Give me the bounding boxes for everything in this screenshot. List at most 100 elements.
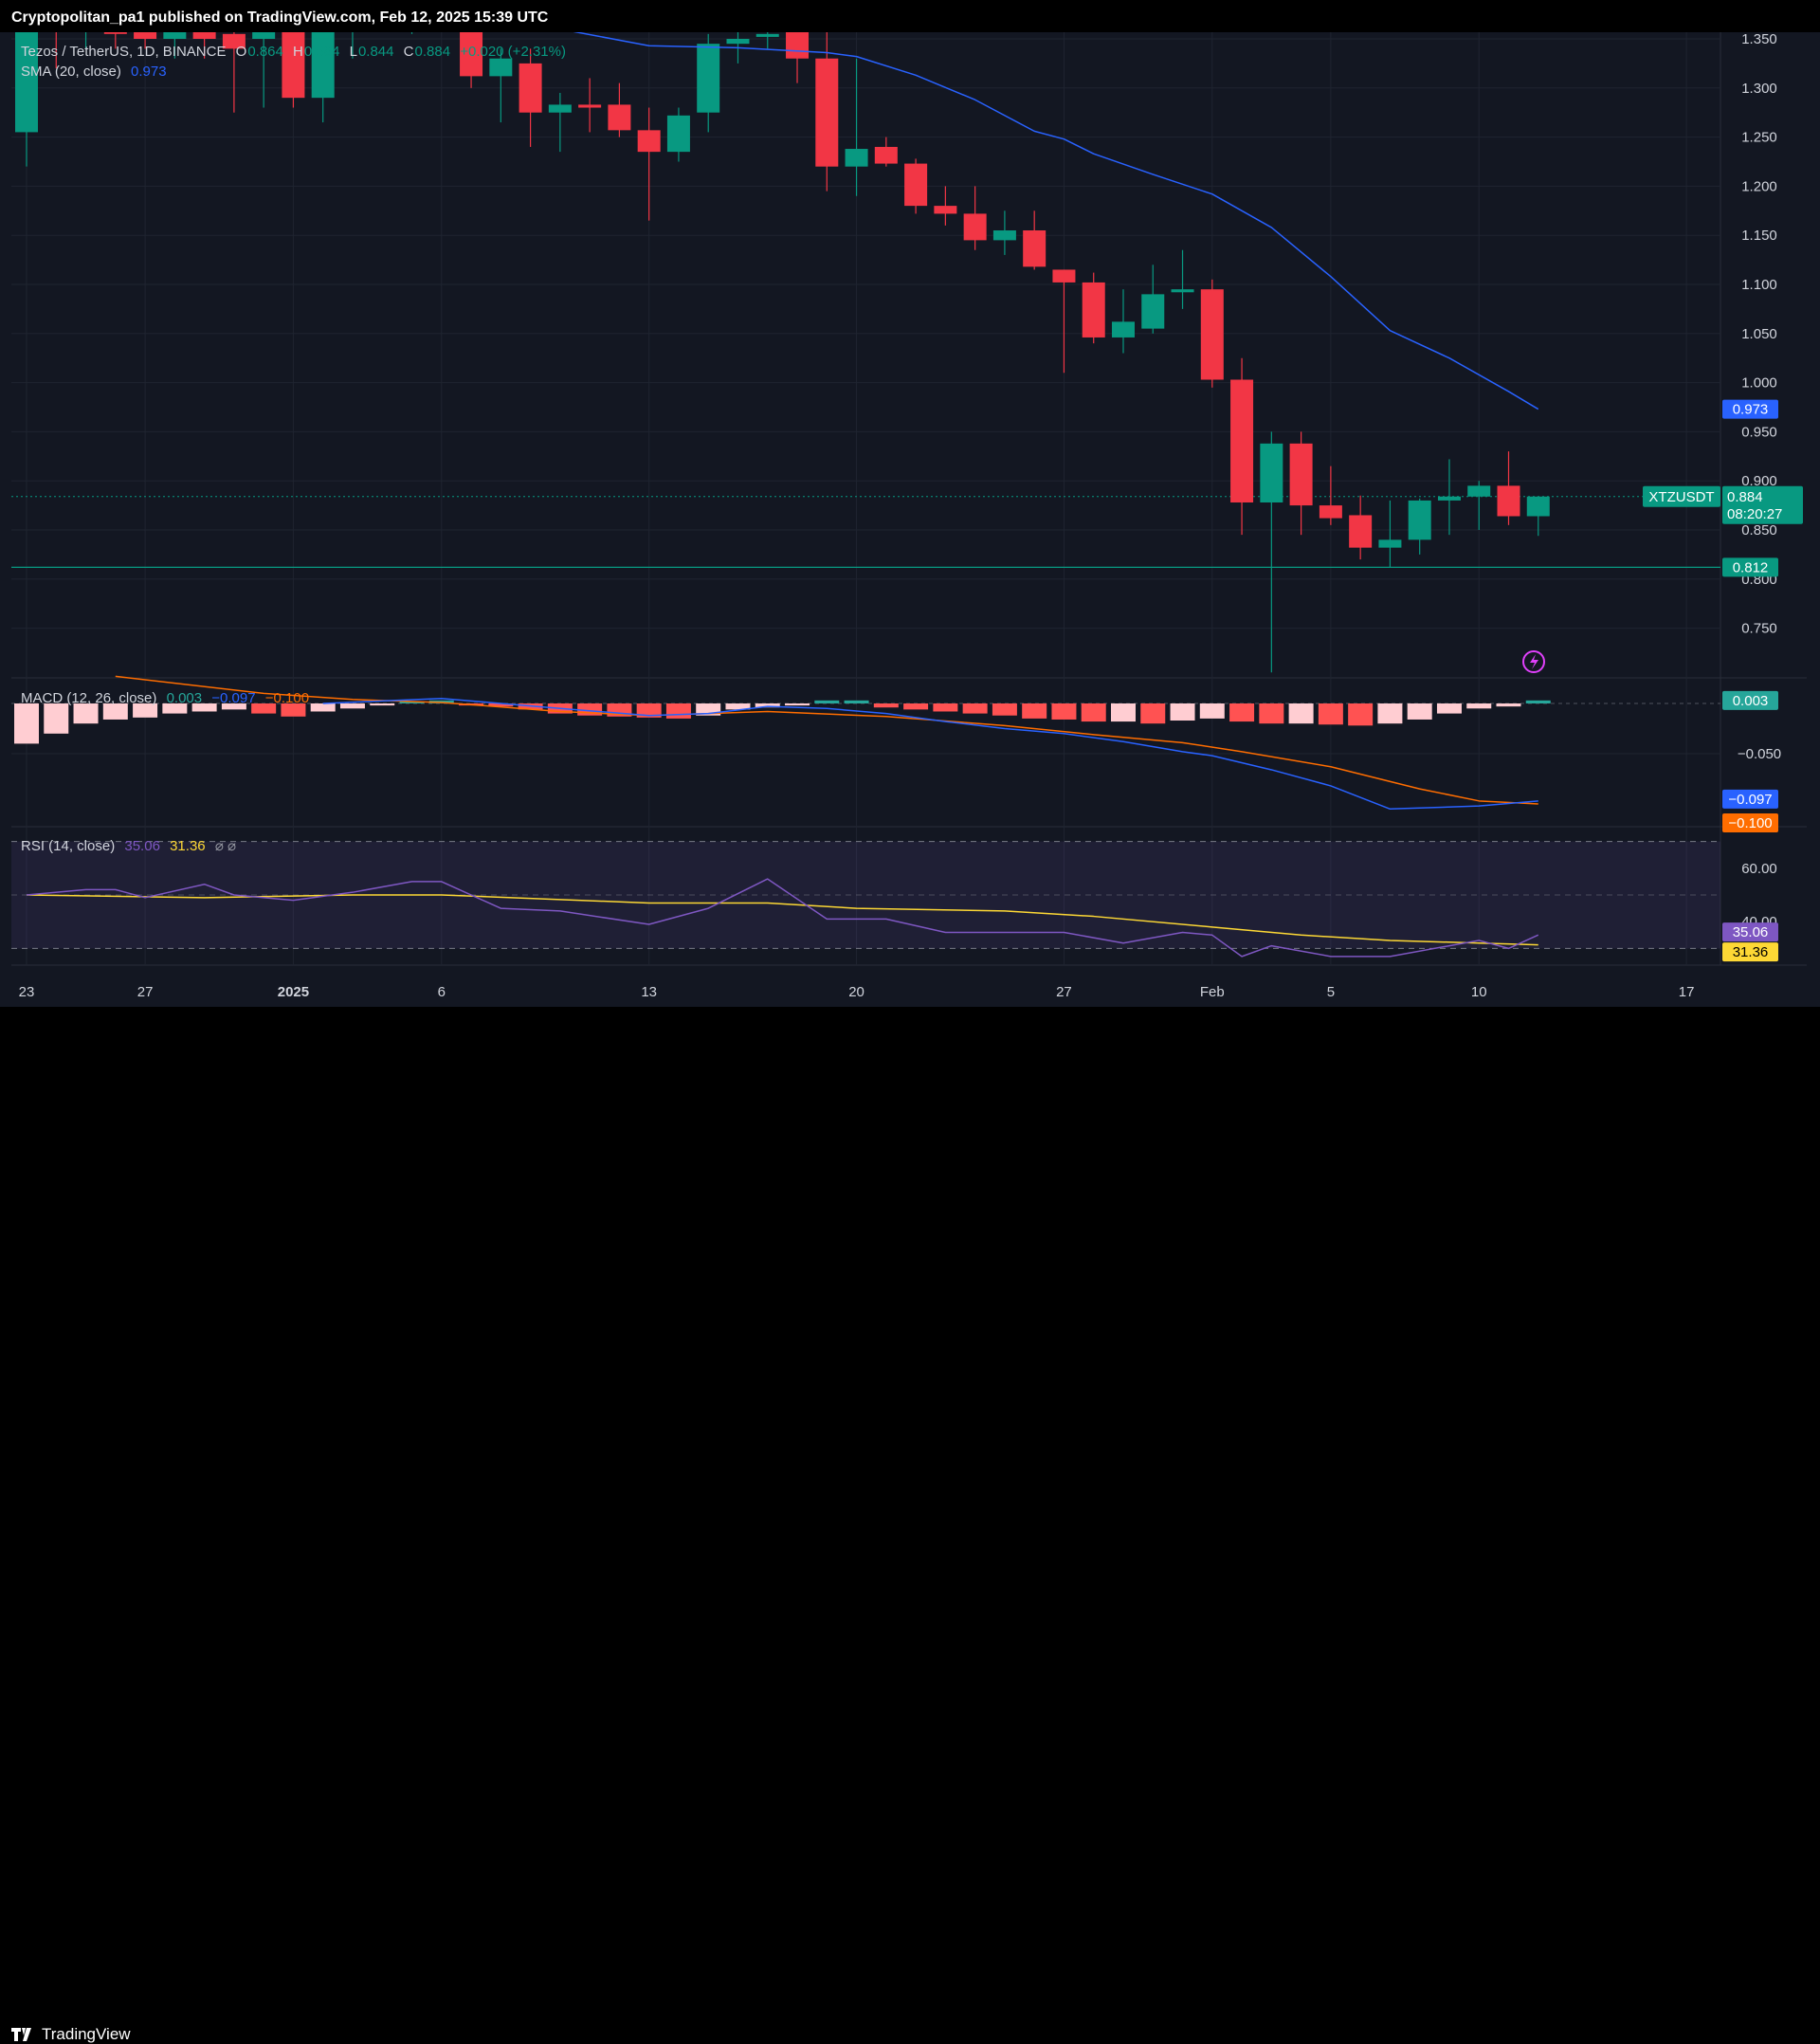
- signal-badge: −0.100: [1728, 815, 1772, 831]
- candle-body: [1319, 505, 1342, 519]
- open-value: 0.864: [247, 44, 283, 60]
- candle-body: [963, 213, 987, 241]
- price-plot-area: [11, 32, 1720, 673]
- candle-body: [134, 32, 157, 39]
- candle-body: [1349, 515, 1373, 548]
- lightning-icon[interactable]: [1522, 650, 1545, 673]
- rsi-y-tick-label: 60.00: [1741, 861, 1777, 877]
- macd-histogram-bar: [14, 703, 39, 744]
- candle-body: [489, 58, 513, 77]
- macd-label: MACD (12, 26, close): [21, 690, 157, 706]
- rsi-badge: 35.06: [1733, 924, 1769, 940]
- macd-histogram-bar: [102, 703, 128, 720]
- macd-histogram-bar: [636, 703, 662, 718]
- candle-body: [755, 33, 779, 37]
- candle-body: [282, 32, 305, 99]
- candle-body: [519, 63, 542, 113]
- macd-histogram-bar: [1140, 703, 1166, 724]
- macd-histogram-bar: [1199, 703, 1225, 719]
- sma-line: [573, 32, 1539, 411]
- rsi-label: RSI (14, close): [21, 838, 116, 854]
- candle-body: [578, 104, 602, 108]
- tradingview-logo[interactable]: TradingView: [11, 2025, 131, 2044]
- macd-legend: MACD (12, 26, close) 0.003 −0.097 −0.100: [21, 690, 315, 706]
- sma-price-badge: 0.973: [1733, 402, 1769, 418]
- y-tick-label: 0.900: [1741, 473, 1777, 489]
- candle-body: [103, 32, 127, 34]
- macd-histogram-bar: [992, 703, 1017, 716]
- signal-value: −0.100: [264, 690, 310, 706]
- macd-histogram-bar: [1051, 703, 1077, 720]
- macd-histogram-bar: [1170, 703, 1195, 721]
- hline-price-badge: 0.812: [1733, 559, 1769, 575]
- macd-histogram-bar: [399, 701, 425, 703]
- y-tick-label: 1.200: [1741, 178, 1777, 194]
- sma-legend: SMA (20, close) 0.973: [21, 64, 173, 80]
- x-tick-label: 5: [1327, 984, 1335, 1000]
- macd-histogram-bar: [251, 703, 277, 714]
- x-tick-label: 27: [137, 984, 154, 1000]
- macd-histogram-bar: [1110, 703, 1136, 722]
- high-label: H: [293, 44, 303, 60]
- candle-body: [815, 58, 839, 167]
- price-pane: [11, 32, 1720, 673]
- signal-badge-bg: [1722, 813, 1778, 832]
- candle-body: [1260, 443, 1283, 502]
- candle-body: [1200, 289, 1224, 380]
- candle-body: [726, 39, 750, 45]
- rsi-pane: [11, 841, 1720, 958]
- candle-body: [608, 104, 631, 131]
- x-tick-label: 10: [1471, 984, 1487, 1000]
- macd-histogram-bar: [1259, 703, 1284, 724]
- candle-body: [1230, 379, 1254, 502]
- candle-body: [1526, 496, 1550, 517]
- macd-histogram-bar: [903, 703, 929, 710]
- x-tick-label: 2025: [278, 984, 309, 1000]
- candle-body: [992, 230, 1016, 241]
- y-tick-label: 1.050: [1741, 326, 1777, 342]
- candle-body: [192, 32, 216, 39]
- close-value: 0.884: [414, 44, 451, 60]
- macd-histogram-bar: [844, 700, 869, 703]
- candle-body: [845, 149, 868, 167]
- macd-badge-bg: [1722, 789, 1778, 809]
- sma-price-badge-bg: [1722, 399, 1778, 419]
- macd-histogram-bar: [1081, 703, 1106, 722]
- candle-body: [1023, 230, 1046, 267]
- candle-body: [666, 115, 690, 153]
- candle-body: [548, 104, 572, 113]
- macd-histogram-bar: [221, 703, 246, 710]
- macd-histogram-bar: [281, 703, 306, 717]
- macd-histogram-bar: [488, 703, 514, 707]
- macd-histogram-bar: [1348, 703, 1374, 726]
- low-value: 0.844: [357, 44, 394, 60]
- rsi-badge-bg: [1722, 922, 1778, 942]
- axes: 23 27 2025 6 13 20 27 Feb 5 10 17 1.350 1.300 1.250 1.…: [19, 32, 1781, 1000]
- last-price-badge-bg: [1722, 485, 1803, 524]
- last-price-badge: 0.884: [1727, 489, 1763, 505]
- macd-histogram-bar: [1377, 703, 1403, 724]
- macd-histogram-bar: [1288, 703, 1314, 724]
- rsi-ma-badge-bg: [1722, 942, 1778, 962]
- publisher-credit: Cryptopolitan_pa1 published on TradingVi…: [11, 9, 549, 26]
- macd-histogram-bar: [755, 703, 780, 708]
- macd-histogram-bar: [1466, 703, 1492, 709]
- x-tick-label: 23: [19, 984, 35, 1000]
- macd-histogram-bar: [73, 703, 99, 724]
- price-chart[interactable]: 23 27 2025 6 13 20 27 Feb 5 10 17 1.350 1.300 1.250 1.…: [0, 32, 1820, 1007]
- hline-price-badge-bg: [1722, 557, 1778, 577]
- candle-body: [460, 32, 483, 77]
- sma-value: 0.973: [131, 64, 167, 80]
- macd-value: −0.097: [211, 690, 256, 706]
- candle-body: [1111, 321, 1135, 338]
- y-tick-label: 0.950: [1741, 424, 1777, 440]
- macd-histogram-bar: [933, 703, 958, 712]
- macd-hist-badge-bg: [1722, 690, 1778, 710]
- candle-body: [786, 32, 810, 59]
- macd-histogram-bar: [1496, 703, 1521, 707]
- candle-body: [311, 32, 335, 99]
- rsi-value: 35.06: [124, 838, 160, 854]
- change-value: +0.020 (+2.31%): [460, 44, 566, 60]
- x-tick-label: 13: [641, 984, 657, 1000]
